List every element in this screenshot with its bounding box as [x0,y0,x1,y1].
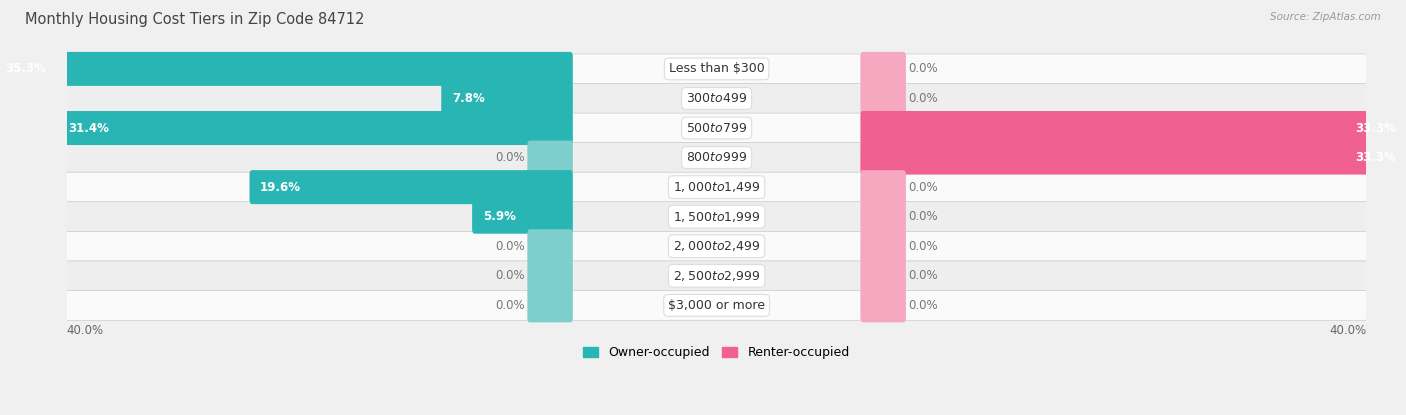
Text: 0.0%: 0.0% [908,269,938,282]
FancyBboxPatch shape [527,229,572,263]
Text: 0.0%: 0.0% [908,92,938,105]
Text: $1,500 to $1,999: $1,500 to $1,999 [673,210,761,224]
FancyBboxPatch shape [860,170,905,204]
Text: 40.0%: 40.0% [1329,324,1367,337]
FancyBboxPatch shape [441,81,572,115]
FancyBboxPatch shape [66,261,1368,291]
FancyBboxPatch shape [472,200,572,234]
Text: 0.0%: 0.0% [495,151,524,164]
FancyBboxPatch shape [249,170,572,204]
Text: $500 to $799: $500 to $799 [686,122,747,134]
FancyBboxPatch shape [860,52,905,86]
FancyBboxPatch shape [527,259,572,293]
Text: $300 to $499: $300 to $499 [686,92,747,105]
FancyBboxPatch shape [860,111,1406,145]
FancyBboxPatch shape [860,81,905,115]
Text: 0.0%: 0.0% [495,269,524,282]
Text: 19.6%: 19.6% [260,181,301,194]
Text: $2,500 to $2,999: $2,500 to $2,999 [673,269,761,283]
FancyBboxPatch shape [860,259,905,293]
Text: 0.0%: 0.0% [495,240,524,253]
FancyBboxPatch shape [66,54,1368,84]
FancyBboxPatch shape [66,113,1368,143]
Text: Less than $300: Less than $300 [669,62,765,76]
Text: 0.0%: 0.0% [908,181,938,194]
FancyBboxPatch shape [0,52,572,86]
Text: Source: ZipAtlas.com: Source: ZipAtlas.com [1270,12,1381,22]
Text: 5.9%: 5.9% [482,210,516,223]
Text: 31.4%: 31.4% [69,122,110,134]
FancyBboxPatch shape [66,290,1368,320]
Text: 7.8%: 7.8% [451,92,485,105]
Text: 33.3%: 33.3% [1355,151,1396,164]
Text: $3,000 or more: $3,000 or more [668,299,765,312]
FancyBboxPatch shape [58,111,572,145]
Text: $2,000 to $2,499: $2,000 to $2,499 [673,239,761,253]
Text: 35.3%: 35.3% [6,62,46,76]
Text: 40.0%: 40.0% [66,324,104,337]
Text: $800 to $999: $800 to $999 [686,151,747,164]
FancyBboxPatch shape [527,288,572,322]
Text: 33.3%: 33.3% [1355,122,1396,134]
Text: 0.0%: 0.0% [908,62,938,76]
Text: 0.0%: 0.0% [495,299,524,312]
FancyBboxPatch shape [66,143,1368,173]
Text: 0.0%: 0.0% [908,299,938,312]
FancyBboxPatch shape [66,83,1368,113]
Text: $1,000 to $1,499: $1,000 to $1,499 [673,180,761,194]
FancyBboxPatch shape [66,202,1368,232]
FancyBboxPatch shape [527,141,572,175]
Text: Monthly Housing Cost Tiers in Zip Code 84712: Monthly Housing Cost Tiers in Zip Code 8… [25,12,364,27]
Legend: Owner-occupied, Renter-occupied: Owner-occupied, Renter-occupied [578,341,855,364]
FancyBboxPatch shape [66,172,1368,202]
Text: 0.0%: 0.0% [908,240,938,253]
FancyBboxPatch shape [66,231,1368,261]
Text: 0.0%: 0.0% [908,210,938,223]
FancyBboxPatch shape [860,200,905,234]
FancyBboxPatch shape [860,288,905,322]
FancyBboxPatch shape [860,229,905,263]
FancyBboxPatch shape [860,141,1406,175]
